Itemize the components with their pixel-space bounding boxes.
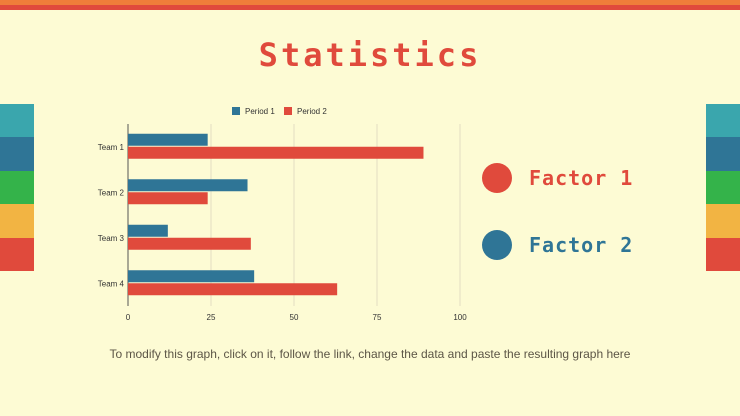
factor-2-label: Factor 2 [529, 233, 634, 257]
left-bar-blue [0, 137, 34, 171]
bar-period-2 [128, 237, 251, 250]
factor-2: Factor 2 [482, 230, 633, 260]
right-bar-red [706, 237, 740, 271]
bar-period-1 [128, 270, 255, 283]
left-color-bars [0, 104, 34, 271]
legend-label: Period 2 [297, 107, 327, 116]
x-tick-label: 0 [126, 313, 131, 322]
category-label: Team 2 [98, 188, 125, 197]
category-label: Team 4 [98, 279, 125, 288]
right-bar-green [706, 170, 740, 205]
right-color-bars [706, 104, 740, 271]
bar-period-1 [128, 224, 168, 237]
bar-period-2 [128, 283, 338, 296]
factor-1-dot [482, 163, 512, 193]
x-tick-label: 100 [453, 313, 467, 322]
instruction-caption: To modify this graph, click on it, follo… [109, 347, 631, 361]
right-bar-teal [706, 104, 740, 138]
left-bar-teal [0, 104, 34, 138]
bar-period-2 [128, 146, 424, 159]
bar-period-1 [128, 179, 248, 192]
left-bar-red [0, 237, 34, 271]
factor-2-dot [482, 230, 512, 260]
x-tick-label: 25 [207, 313, 216, 322]
category-label: Team 3 [98, 234, 125, 243]
x-tick-label: 75 [373, 313, 382, 322]
legend-swatch [232, 107, 240, 115]
left-bar-yellow [0, 204, 34, 238]
legend-swatch [284, 107, 292, 115]
legend-label: Period 1 [245, 107, 275, 116]
bar-period-1 [128, 133, 208, 146]
page-title: Statistics [258, 36, 482, 74]
factor-1-label: Factor 1 [529, 166, 634, 190]
x-tick-label: 50 [290, 313, 299, 322]
left-bar-green [0, 170, 34, 205]
right-bar-yellow [706, 204, 740, 238]
right-bar-blue [706, 137, 740, 171]
factor-1: Factor 1 [482, 163, 633, 193]
bar-period-2 [128, 192, 208, 205]
category-label: Team 1 [98, 143, 125, 152]
top-stripe-orange [0, 0, 740, 5]
top-stripe-red [0, 5, 740, 10]
